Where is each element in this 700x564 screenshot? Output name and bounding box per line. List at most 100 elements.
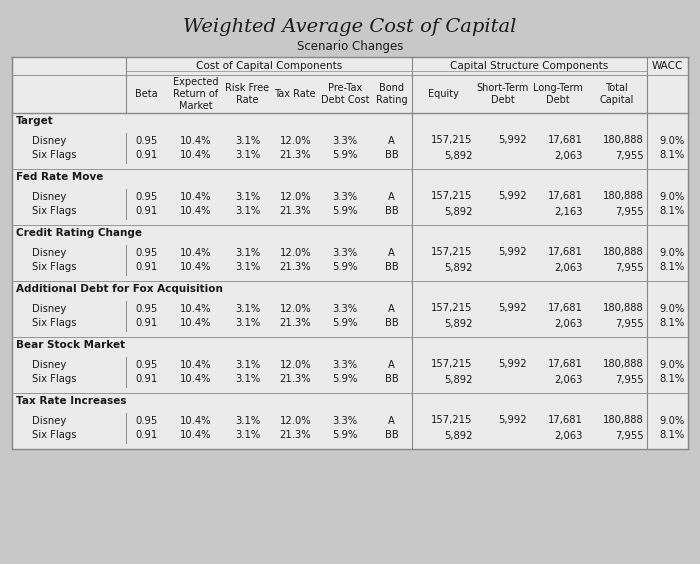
Text: 0.95: 0.95 <box>135 135 158 146</box>
Text: 180,888: 180,888 <box>603 303 644 314</box>
Text: BB: BB <box>385 151 399 161</box>
Text: 0.91: 0.91 <box>135 319 158 328</box>
Text: 3.1%: 3.1% <box>234 303 260 314</box>
Text: 3.1%: 3.1% <box>234 135 260 146</box>
Text: 10.4%: 10.4% <box>180 374 211 385</box>
Text: 21.3%: 21.3% <box>279 262 311 272</box>
Text: Credit Rating Change: Credit Rating Change <box>16 228 142 238</box>
Text: 157,215: 157,215 <box>431 359 472 369</box>
Text: 12.0%: 12.0% <box>279 192 311 201</box>
Text: BB: BB <box>385 374 399 385</box>
Text: 10.4%: 10.4% <box>180 319 211 328</box>
Text: 5,992: 5,992 <box>498 359 526 369</box>
Text: 12.0%: 12.0% <box>279 359 311 369</box>
Text: Bond
Rating: Bond Rating <box>376 83 407 105</box>
Text: 0.95: 0.95 <box>135 359 158 369</box>
Text: 3.1%: 3.1% <box>234 192 260 201</box>
Text: 21.3%: 21.3% <box>279 374 311 385</box>
Text: BB: BB <box>385 319 399 328</box>
Text: Equity: Equity <box>428 89 459 99</box>
Text: 8.1%: 8.1% <box>659 319 685 328</box>
Text: Risk Free
Rate: Risk Free Rate <box>225 83 270 105</box>
Text: 10.4%: 10.4% <box>180 416 211 425</box>
Text: 2,063: 2,063 <box>554 374 583 385</box>
Text: 8.1%: 8.1% <box>659 374 685 385</box>
Text: 157,215: 157,215 <box>431 303 472 314</box>
Text: 5.9%: 5.9% <box>332 319 358 328</box>
Text: 7,955: 7,955 <box>615 262 644 272</box>
Text: 10.4%: 10.4% <box>180 135 211 146</box>
Text: 5,892: 5,892 <box>444 151 473 161</box>
Text: 0.95: 0.95 <box>135 416 158 425</box>
Text: 12.0%: 12.0% <box>279 135 311 146</box>
Text: Tax Rate Increases: Tax Rate Increases <box>16 396 127 406</box>
Text: 17,681: 17,681 <box>548 359 583 369</box>
Text: 180,888: 180,888 <box>603 135 644 146</box>
Text: 17,681: 17,681 <box>548 135 583 146</box>
Text: 5,892: 5,892 <box>444 319 473 328</box>
Text: 5,892: 5,892 <box>444 262 473 272</box>
Text: 3.1%: 3.1% <box>234 319 260 328</box>
Text: Capital Structure Components: Capital Structure Components <box>451 61 609 71</box>
Text: 17,681: 17,681 <box>548 248 583 258</box>
Text: 3.3%: 3.3% <box>332 416 358 425</box>
Text: A: A <box>389 135 396 146</box>
Text: 3.1%: 3.1% <box>234 374 260 385</box>
Text: Six Flags: Six Flags <box>32 151 76 161</box>
Text: 9.0%: 9.0% <box>659 248 685 258</box>
Text: 21.3%: 21.3% <box>279 151 311 161</box>
Text: 3.1%: 3.1% <box>234 248 260 258</box>
Text: Six Flags: Six Flags <box>32 206 76 217</box>
Text: 21.3%: 21.3% <box>279 206 311 217</box>
Text: 5.9%: 5.9% <box>332 206 358 217</box>
Text: 3.1%: 3.1% <box>234 416 260 425</box>
Text: 5,992: 5,992 <box>498 192 526 201</box>
Text: 5,992: 5,992 <box>498 303 526 314</box>
Text: Six Flags: Six Flags <box>32 262 76 272</box>
Text: Expected
Return of
Market: Expected Return of Market <box>173 77 218 111</box>
Text: 2,163: 2,163 <box>554 206 583 217</box>
Text: 5,892: 5,892 <box>444 374 473 385</box>
Text: WACC: WACC <box>652 61 683 71</box>
Text: Disney: Disney <box>32 192 66 201</box>
Text: 8.1%: 8.1% <box>659 430 685 440</box>
Text: 157,215: 157,215 <box>431 192 472 201</box>
Text: Disney: Disney <box>32 135 66 146</box>
Text: Target: Target <box>16 116 54 126</box>
Text: 10.4%: 10.4% <box>180 262 211 272</box>
Text: 3.3%: 3.3% <box>332 359 358 369</box>
Text: 9.0%: 9.0% <box>659 192 685 201</box>
Text: Total
Capital: Total Capital <box>599 83 634 105</box>
Text: Pre-Tax
Debt Cost: Pre-Tax Debt Cost <box>321 83 370 105</box>
Text: 0.91: 0.91 <box>135 206 158 217</box>
Text: BB: BB <box>385 262 399 272</box>
Text: 3.1%: 3.1% <box>234 430 260 440</box>
Text: 12.0%: 12.0% <box>279 416 311 425</box>
Text: 21.3%: 21.3% <box>279 319 311 328</box>
Text: 157,215: 157,215 <box>431 248 472 258</box>
Text: A: A <box>389 192 396 201</box>
Text: A: A <box>389 248 396 258</box>
Text: 7,955: 7,955 <box>615 151 644 161</box>
Text: 180,888: 180,888 <box>603 359 644 369</box>
Text: 10.4%: 10.4% <box>180 248 211 258</box>
Text: 17,681: 17,681 <box>548 192 583 201</box>
Text: 7,955: 7,955 <box>615 319 644 328</box>
Text: Disney: Disney <box>32 303 66 314</box>
Text: 9.0%: 9.0% <box>659 416 685 425</box>
Text: 9.0%: 9.0% <box>659 359 685 369</box>
Text: 7,955: 7,955 <box>615 430 644 440</box>
Text: 21.3%: 21.3% <box>279 430 311 440</box>
Text: 12.0%: 12.0% <box>279 248 311 258</box>
Text: 3.3%: 3.3% <box>332 248 358 258</box>
Text: 0.91: 0.91 <box>135 151 158 161</box>
Text: 180,888: 180,888 <box>603 416 644 425</box>
Text: Scenario Changes: Scenario Changes <box>297 40 403 53</box>
Text: 3.1%: 3.1% <box>234 359 260 369</box>
Text: 5,992: 5,992 <box>498 135 526 146</box>
Text: 0.95: 0.95 <box>135 303 158 314</box>
Text: 2,063: 2,063 <box>554 430 583 440</box>
Text: 8.1%: 8.1% <box>659 151 685 161</box>
Text: 5.9%: 5.9% <box>332 151 358 161</box>
Text: 3.1%: 3.1% <box>234 151 260 161</box>
